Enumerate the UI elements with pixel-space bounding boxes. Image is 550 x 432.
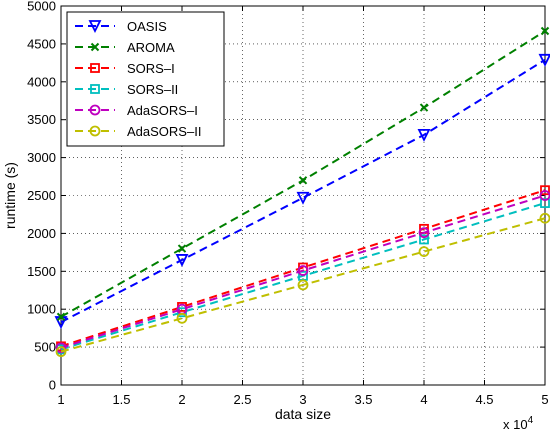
legend-item: AdaSORS–II — [75, 124, 201, 139]
y-tick-label: 500 — [34, 340, 56, 355]
y-tick-label: 1000 — [27, 302, 56, 317]
y-tick-label: 4000 — [27, 74, 56, 89]
data-point — [418, 246, 430, 257]
series-5 — [55, 212, 550, 358]
data-point — [419, 234, 429, 245]
data-point — [418, 227, 430, 239]
series-1 — [56, 26, 550, 321]
legend-marker — [90, 42, 100, 52]
legend-marker — [88, 20, 102, 34]
legend-label: AdaSORS–I — [127, 103, 198, 118]
data-point — [419, 103, 429, 112]
series-line — [60, 58, 546, 323]
data-point — [538, 53, 550, 67]
data-point — [55, 342, 67, 354]
legend-item: OASIS — [75, 19, 167, 34]
legend-item: SORS–II — [75, 82, 178, 97]
y-tick-label: 1500 — [27, 264, 56, 279]
data-point — [177, 244, 187, 253]
y-tick-label: 3000 — [27, 150, 56, 165]
series-group — [54, 26, 550, 358]
legend-item: AROMA — [75, 40, 175, 55]
data-point — [540, 185, 550, 196]
series-line — [60, 217, 546, 353]
legend-label: OASIS — [127, 19, 167, 34]
x-multiplier-exponent: 4 — [528, 415, 534, 426]
data-point — [540, 198, 550, 208]
legend-marker — [89, 125, 101, 137]
x-multiplier-base: x 10 — [503, 417, 528, 432]
x-tick-label: 3 — [299, 392, 306, 407]
legend-label: SORS–II — [127, 82, 178, 97]
series-line — [60, 189, 546, 348]
series-0 — [54, 53, 550, 330]
x-tick-label: 3.5 — [354, 392, 372, 407]
y-tick-label: 4500 — [27, 36, 56, 51]
x-tick-label: 2 — [178, 392, 185, 407]
y-tick-label: 2000 — [27, 226, 56, 241]
data-point — [55, 346, 67, 358]
legend-item: AdaSORS–I — [75, 103, 198, 118]
y-tick-label: 5000 — [27, 0, 56, 14]
legend-marker — [90, 63, 100, 73]
x-tick-label: 4 — [420, 392, 427, 407]
data-point — [175, 254, 189, 267]
y-axis-label: runtime (s) — [2, 162, 18, 229]
x-tick-label: 1.5 — [112, 392, 130, 407]
data-point — [417, 128, 431, 142]
legend-marker — [89, 104, 101, 116]
legend-label: AdaSORS–II — [127, 124, 201, 139]
x-axis-multiplier: x 104 — [503, 415, 534, 432]
legend-label: SORS–I — [127, 61, 175, 76]
y-tick-label: 2500 — [27, 188, 56, 203]
legend-item: SORS–I — [75, 61, 175, 76]
data-point — [56, 312, 66, 321]
x-tick-label: 1 — [57, 392, 64, 407]
legend-marker — [90, 84, 100, 94]
legend-label: AROMA — [127, 40, 175, 55]
y-tick-label: 0 — [49, 378, 56, 393]
series-line — [60, 194, 546, 349]
x-tick-label: 2.5 — [233, 392, 251, 407]
data-point — [296, 191, 310, 205]
data-point — [540, 26, 550, 36]
data-point — [298, 176, 308, 185]
legend: OASIS AROMA SORS–I SORS–II AdaSORS–I AdaSORS–… — [66, 11, 225, 147]
y-tick-label: 3500 — [27, 112, 56, 127]
data-point — [297, 265, 309, 276]
data-point — [176, 312, 188, 324]
legend-box — [66, 11, 225, 147]
x-tick-label: 5 — [541, 392, 548, 407]
x-axis-label: data size — [275, 406, 331, 422]
data-point — [297, 279, 309, 291]
x-tick-label: 4.5 — [475, 392, 493, 407]
axis-ticks: 1 1.5 2 2.5 3 3.5 4 4.5 5 0 500 1000 1500 2000 2500 300… — [27, 0, 549, 407]
